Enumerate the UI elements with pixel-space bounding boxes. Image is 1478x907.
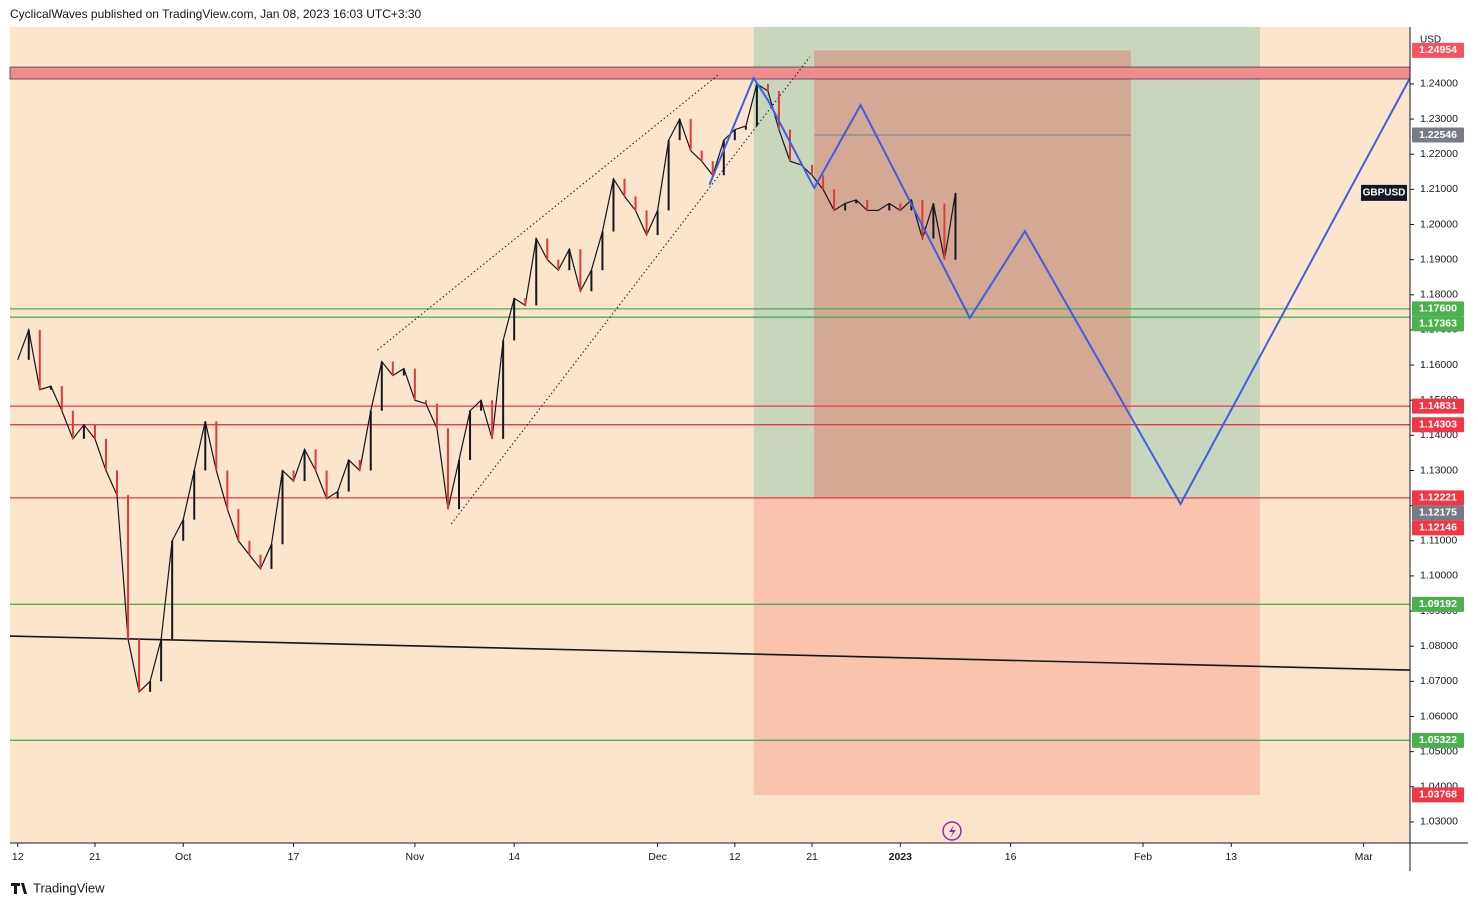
x-tick-label: Nov bbox=[406, 851, 425, 863]
x-tick-label: Dec bbox=[648, 851, 667, 863]
y-tick-label: 1.06000 bbox=[1420, 710, 1458, 722]
level-label: 1.14303 bbox=[1419, 418, 1457, 430]
symbol-label: GBPUSD bbox=[1363, 188, 1406, 199]
level-badge bbox=[1412, 520, 1464, 536]
x-tick-label: 14 bbox=[508, 851, 520, 863]
level-badge bbox=[1412, 301, 1464, 317]
symbol-badge bbox=[1361, 184, 1407, 201]
y-tick-label: 1.16000 bbox=[1420, 359, 1458, 371]
brand-logo bbox=[11, 883, 27, 894]
x-tick-label: 12 bbox=[729, 851, 741, 863]
level-badge bbox=[1412, 787, 1464, 803]
x-tick-label: 16 bbox=[1005, 851, 1017, 863]
level-label: 1.09192 bbox=[1419, 598, 1457, 610]
level-label: 1.12146 bbox=[1419, 522, 1457, 534]
level-badge bbox=[1412, 42, 1464, 58]
projection-path bbox=[708, 75, 1411, 506]
level-badge bbox=[1412, 417, 1464, 433]
level-badge bbox=[1412, 127, 1464, 143]
y-tick-label: 1.10000 bbox=[1420, 570, 1458, 582]
level-label: 1.22546 bbox=[1419, 129, 1457, 141]
event-icon[interactable] bbox=[942, 821, 962, 841]
y-tick-label: 1.07000 bbox=[1420, 675, 1458, 687]
x-tick-label: Oct bbox=[175, 851, 191, 863]
x-tick-label: 12 bbox=[12, 851, 24, 863]
trend-line bbox=[9, 635, 1411, 671]
y-tick-label: 1.05000 bbox=[1420, 745, 1458, 757]
y-tick-label: 1.23000 bbox=[1420, 113, 1458, 125]
x-tick-label: Mar bbox=[1355, 851, 1374, 863]
price-line bbox=[17, 82, 957, 694]
zone bbox=[814, 50, 1131, 498]
level-label: 1.17363 bbox=[1419, 318, 1457, 330]
y-tick-label: 1.11000 bbox=[1420, 535, 1457, 547]
y-tick-label: 1.24000 bbox=[1420, 78, 1458, 90]
event-icon-bolt bbox=[949, 825, 956, 838]
x-tick-label: Feb bbox=[1134, 851, 1152, 863]
level-label: 1.17600 bbox=[1419, 303, 1457, 315]
y-tick-label: 1.08000 bbox=[1420, 640, 1458, 652]
level-badge bbox=[1412, 505, 1464, 521]
zone bbox=[9, 66, 1411, 80]
level-label: 1.03768 bbox=[1419, 789, 1457, 801]
level-badge bbox=[1412, 316, 1464, 332]
x-tick-label: 21 bbox=[89, 851, 101, 863]
header: CyclicalWaves published on TradingView.c… bbox=[10, 7, 422, 21]
level-label: 1.12221 bbox=[1419, 492, 1457, 504]
y-tick-label: 1.20000 bbox=[1420, 218, 1458, 230]
level-label: 1.24954 bbox=[1419, 44, 1457, 56]
level-label: 1.12175 bbox=[1419, 507, 1457, 519]
x-tick-label: 2023 bbox=[889, 851, 913, 863]
y-tick-label: 1.18000 bbox=[1420, 289, 1458, 301]
price-axis bbox=[1410, 27, 1468, 871]
x-tick-label: 17 bbox=[288, 851, 300, 863]
axes: 1.030001.040001.050001.060001.070001.080… bbox=[12, 42, 1464, 863]
level-label: 1.14831 bbox=[1419, 400, 1457, 412]
y-tick-label: 1.21000 bbox=[1420, 183, 1458, 195]
y-tick-label: 1.22000 bbox=[1420, 148, 1458, 160]
currency: USD bbox=[1420, 35, 1441, 46]
y-tick-label: 1.13000 bbox=[1420, 464, 1458, 476]
level-badge bbox=[1412, 596, 1464, 612]
level-badge bbox=[1412, 732, 1464, 748]
x-tick-label: 13 bbox=[1225, 851, 1237, 863]
zone bbox=[753, 497, 1260, 795]
channel-line bbox=[377, 74, 719, 351]
level-label: 1.05322 bbox=[1419, 734, 1457, 746]
footer-brand: TradingView bbox=[33, 880, 105, 895]
y-tick-label: 1.03000 bbox=[1420, 816, 1458, 828]
y-tick-label: 1.19000 bbox=[1420, 253, 1458, 265]
plot: GBPUSD bbox=[9, 27, 1411, 795]
level-badge bbox=[1412, 490, 1464, 506]
level-badge bbox=[1412, 398, 1464, 414]
x-tick-label: 21 bbox=[806, 851, 818, 863]
